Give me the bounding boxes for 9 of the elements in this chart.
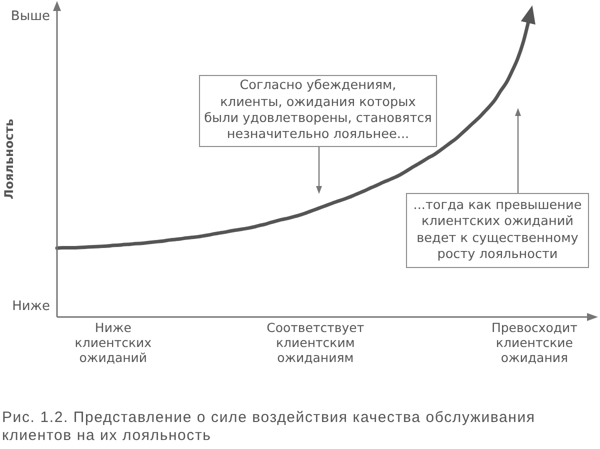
- annotation: ...тогда как превышение клиентских ожиданий ведет к существенному росту лояльности: [413, 198, 582, 264]
- annotation: Согласно убеждениям, клиенты, ожидания которых были удовлетворены, становятся незначительно лояльнее...: [204, 78, 432, 144]
- y-axis-title: Лояльность: [2, 118, 16, 200]
- text: Ниже: [12, 299, 50, 314]
- x-tick-label: Соответствует клиентским ожиданиям: [266, 320, 364, 365]
- x-tick-label: Ниже клиентских ожиданий: [74, 320, 152, 365]
- x-tick-label: Превосходит клиентские ожидания: [491, 320, 578, 365]
- text: Выше: [10, 9, 50, 24]
- text: Рис. 1.2. Представление о силе воздействия качества обслуживания клиентов на их лояльность: [2, 409, 536, 445]
